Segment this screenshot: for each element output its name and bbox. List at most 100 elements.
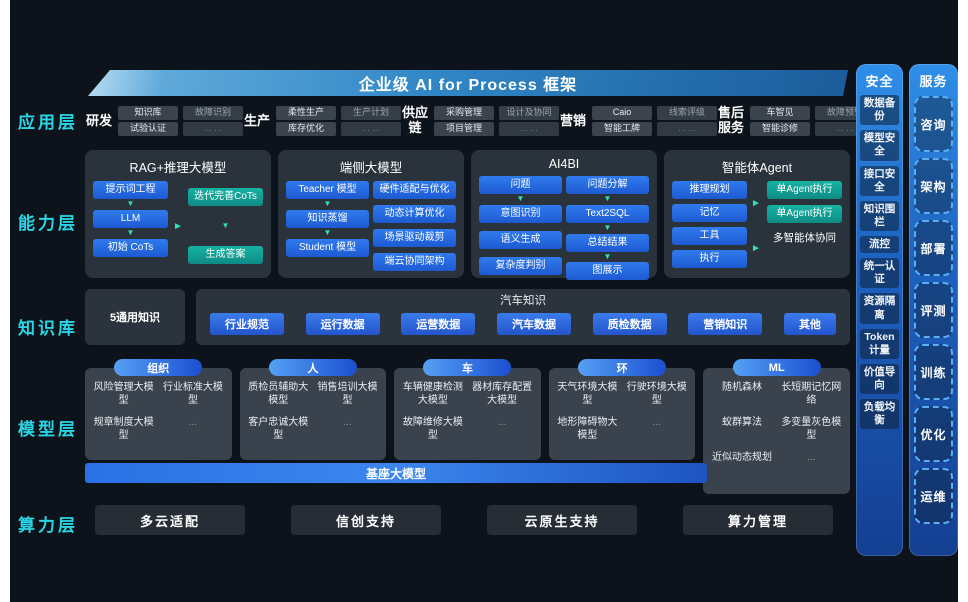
capability-box-title: 端侧大模型 [339,161,403,175]
diagram-node: 迭代完善CoTs [188,188,263,207]
arrow-down-icon: ▼ [126,199,135,208]
capability-box-rag: RAG+推理大模型 提示词工程 ▼ LLM ▼ 初始 CoTs ► 迭代完善Co… [85,150,271,278]
diagram-node: 语义生成 [479,230,562,249]
diagram-node: Student 模型 [286,238,369,257]
knowledge-pill: 运行数据 [305,313,380,335]
service-item: 评测 [914,282,953,338]
diagram-node: 总结结果 [566,233,649,252]
diagram-node: 记忆 [672,204,747,222]
arrow-down-icon: ▼ [323,199,332,208]
app-item: 线索评级 [657,106,717,120]
model-item: 多变量灰色模型 [781,417,842,441]
model-item: 销售培训大模型 [317,382,378,406]
layer-label-model: 模型层 [18,420,78,439]
app-group-production: 生产 柔性生产 库存优化 生产计划 ... ... [243,105,401,136]
app-item: 智能工牌 [592,122,652,136]
app-group-name: 生产 [243,112,270,128]
security-item: Token计量 [860,328,899,359]
model-item: 地形障碍物大模型 [557,417,618,441]
knowledge-domain-box: 汽车知识 行业规范 运行数据 运营数据 汽车数据 质检数据 营销知识 其他 [196,289,850,345]
diagram-node: 图展示 [566,262,649,281]
compute-layer: 多云适配 信创支持 云原生支持 算力管理 [95,505,840,535]
model-group-environment: 环 天气环境大模型 行驶环境大模型 地形障碍物大模型 ... [548,359,696,460]
model-group-pill: 环 [578,359,667,376]
security-item: 数据备份 [860,95,899,126]
layer-label-knowledge: 知识库 [18,319,78,338]
knowledge-domain-title: 汽车知识 [500,295,546,307]
diagram-node: 硬件适配与优化 [373,181,456,199]
arrow-down-icon: ▼ [603,194,612,203]
diagram-node: 单Agent执行 [767,181,842,199]
diagram-node: 问题分解 [566,176,649,194]
security-item: 资源隔离 [860,293,899,324]
security-column-title: 安全 [865,74,894,89]
left-margin [0,0,10,602]
arrow-right-icon: ► [751,243,761,254]
diagram-node: 问题 [479,176,562,194]
title-banner: 企业级 AI for Process 框架 [88,70,848,96]
model-item-more: ... [497,417,507,428]
app-item-more: ... ... [657,122,717,136]
service-column-title: 服务 [919,74,948,89]
security-item: 流控 [860,236,899,254]
security-item: 价值导向 [860,363,899,395]
arrow-down-icon: ▼ [126,227,135,237]
model-item: 随机森林 [722,382,763,393]
model-item: 蚁群算法 [722,417,763,428]
layer-label-app: 应用层 [18,113,78,132]
app-item: 库存优化 [276,122,336,136]
model-item: 行业标准大模型 [162,382,223,406]
app-item: 项目管理 [434,122,494,136]
capability-box-title: AI4BI [548,157,580,171]
app-item: 设计及协同 [499,106,559,120]
diagram-node: LLM [93,209,168,228]
service-item: 咨询 [914,96,953,152]
application-layer: 研发 知识库 试验认证 故障识别 ... ... 生产 柔性生产 库存优化 生产… [85,99,875,143]
app-item-more: ... ... [183,122,243,136]
arrow-down-icon: ▼ [603,251,612,261]
model-item: 质检员辅助大模型 [248,382,309,406]
diagram-node: 端云协同架构 [373,253,456,271]
service-item: 部署 [914,220,953,276]
knowledge-general-box: 5通用知识 [85,289,185,345]
app-item: 柔性生产 [276,106,336,120]
model-group-organization: 组织 风险管理大模型 行业标准大模型 规章制度大模型 ... [85,359,232,460]
multi-agent-note: 多智能体协同 [773,232,836,244]
diagram-node: 单Agent执行 [767,205,842,223]
model-item-more: ... [807,452,816,463]
model-item-more: ... [652,417,661,428]
diagram-node: Teacher 模型 [286,181,369,199]
model-group-pill: ML [732,359,821,376]
app-group-name: 售后服务 [717,105,744,135]
model-group-pill: 人 [268,359,357,376]
model-item: 故障维修大模型 [402,417,463,441]
app-group-after-sales: 售后服务 车智见 智能诊修 故障预警 ... ... [717,105,875,136]
diagram-node: 初始 CoTs [93,238,168,257]
security-item: 负载均衡 [860,399,899,430]
compute-box-management: 算力管理 [683,505,833,535]
diagram-node: Text2SQL [566,204,649,223]
security-item: 接口安全 [860,165,899,196]
compute-box-cloudnative: 云原生支持 [487,505,637,535]
diagram-node: 工具 [672,227,747,245]
layer-label-capability: 能力层 [18,214,78,233]
knowledge-pill: 其他 [783,313,836,335]
foundation-model-bar: 基座大模型 [85,463,707,483]
right-margin [958,0,968,602]
diagram-node: 推理规划 [672,181,747,199]
model-item: 车辆健康检测大模型 [402,382,463,406]
arrow-down-icon: ▼ [221,220,230,230]
security-item: 模型安全 [860,130,899,161]
model-layer: 组织 风险管理大模型 行业标准大模型 规章制度大模型 ... 人 质检员辅助大模… [85,359,850,494]
capability-box-title: 智能体Agent [721,161,793,175]
compute-box-xinchuang: 信创支持 [291,505,441,535]
app-item-more: ... ... [499,122,559,136]
model-item-more: ... [343,417,352,428]
diagram-node: 复杂度判别 [479,256,562,275]
app-item: 智能诊修 [750,122,810,136]
service-item: 训练 [914,344,953,400]
page-title: 企业级 AI for Process 框架 [358,77,578,94]
diagram-node: 执行 [672,250,747,268]
knowledge-pill: 运营数据 [401,313,476,335]
security-item: 统一认证 [860,258,899,289]
